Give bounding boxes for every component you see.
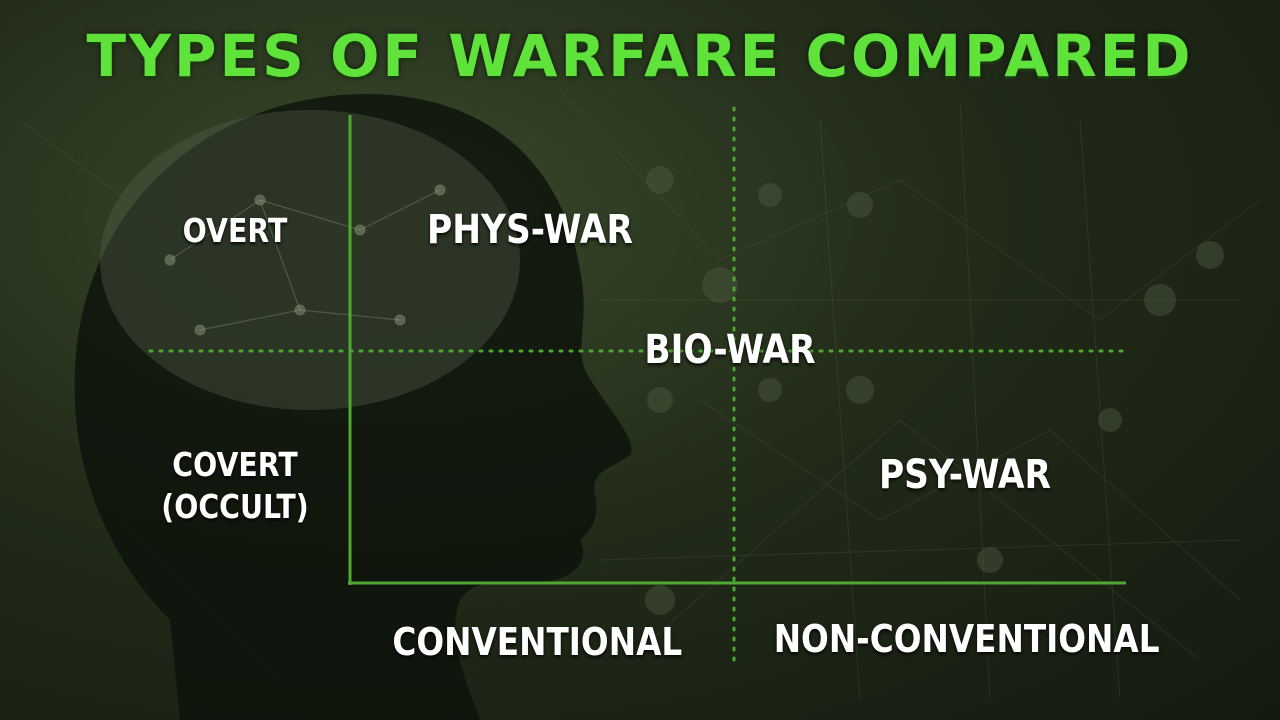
- column-label-conventional: CONVENTIONAL: [392, 620, 683, 664]
- row-label-covert: COVERT (OCCULT): [153, 444, 316, 528]
- network-lines: [19, 89, 1261, 701]
- brain-shape: [100, 110, 520, 410]
- cell-psy-war: PSY-WAR: [878, 452, 1052, 498]
- row-label-overt: OVERT: [162, 210, 308, 252]
- slide-title: TYPES OF WARFARE COMPARED: [86, 22, 1194, 90]
- head-silhouette: [74, 93, 632, 720]
- row-label-covert-line1: COVERT: [172, 445, 298, 484]
- row-label-covert-line2: (OCCULT): [161, 487, 309, 526]
- network-nodes: [645, 166, 1224, 615]
- brain-network: [164, 184, 446, 336]
- column-label-non-conventional: NON-CONVENTIONAL: [773, 617, 1160, 661]
- row-label-overt-text: OVERT: [182, 211, 288, 250]
- cell-bio-war: BIO-WAR: [644, 327, 816, 373]
- cell-phys-war: PHYS-WAR: [427, 207, 633, 253]
